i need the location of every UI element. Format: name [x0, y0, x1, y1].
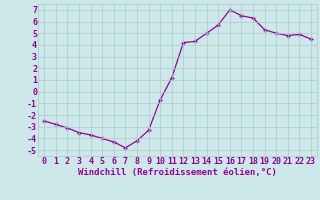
X-axis label: Windchill (Refroidissement éolien,°C): Windchill (Refroidissement éolien,°C)	[78, 168, 277, 177]
